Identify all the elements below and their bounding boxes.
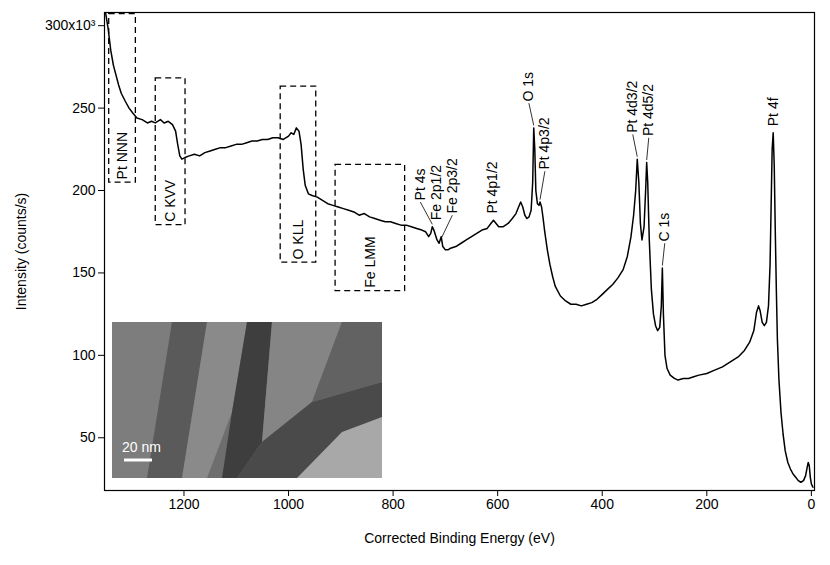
svg-text:200: 200 (72, 182, 96, 198)
svg-text:250: 250 (72, 100, 96, 116)
svg-text:50: 50 (80, 429, 96, 445)
svg-text:200: 200 (695, 496, 719, 512)
svg-text:600: 600 (486, 496, 510, 512)
svg-text:Pt 4f: Pt 4f (765, 97, 781, 126)
svg-text:800: 800 (381, 496, 405, 512)
svg-text:Fe 2p1/2: Fe 2p1/2 (428, 165, 444, 220)
svg-text:150: 150 (72, 264, 96, 280)
svg-text:Corrected Binding Energy (eV): Corrected Binding Energy (eV) (364, 530, 555, 546)
svg-text:Intensity (counts/s): Intensity (counts/s) (13, 193, 29, 311)
svg-text:400: 400 (591, 496, 615, 512)
svg-text:1000: 1000 (273, 496, 304, 512)
svg-text:20 nm: 20 nm (122, 439, 161, 455)
svg-text:Fe 2p3/2: Fe 2p3/2 (444, 158, 460, 213)
svg-text:C 1s: C 1s (656, 213, 672, 242)
svg-text:Pt NNN: Pt NNN (114, 132, 130, 179)
svg-text:0: 0 (807, 496, 815, 512)
svg-text:1200: 1200 (168, 496, 199, 512)
svg-text:O KLL: O KLL (290, 220, 306, 260)
svg-text:300x10³: 300x10³ (45, 17, 96, 33)
svg-text:Pt 4s: Pt 4s (412, 168, 428, 200)
svg-text:Pt 4p3/2: Pt 4p3/2 (536, 117, 552, 169)
svg-text:Pt 4d3/2: Pt 4d3/2 (624, 80, 640, 132)
svg-text:Pt 4d5/2: Pt 4d5/2 (640, 84, 656, 136)
svg-text:C KVV: C KVV (162, 179, 178, 222)
svg-text:O 1s: O 1s (520, 72, 536, 102)
svg-text:Fe LMM: Fe LMM (362, 236, 378, 287)
svg-text:100: 100 (72, 347, 96, 363)
svg-text:Pt 4p1/2: Pt 4p1/2 (484, 161, 500, 213)
